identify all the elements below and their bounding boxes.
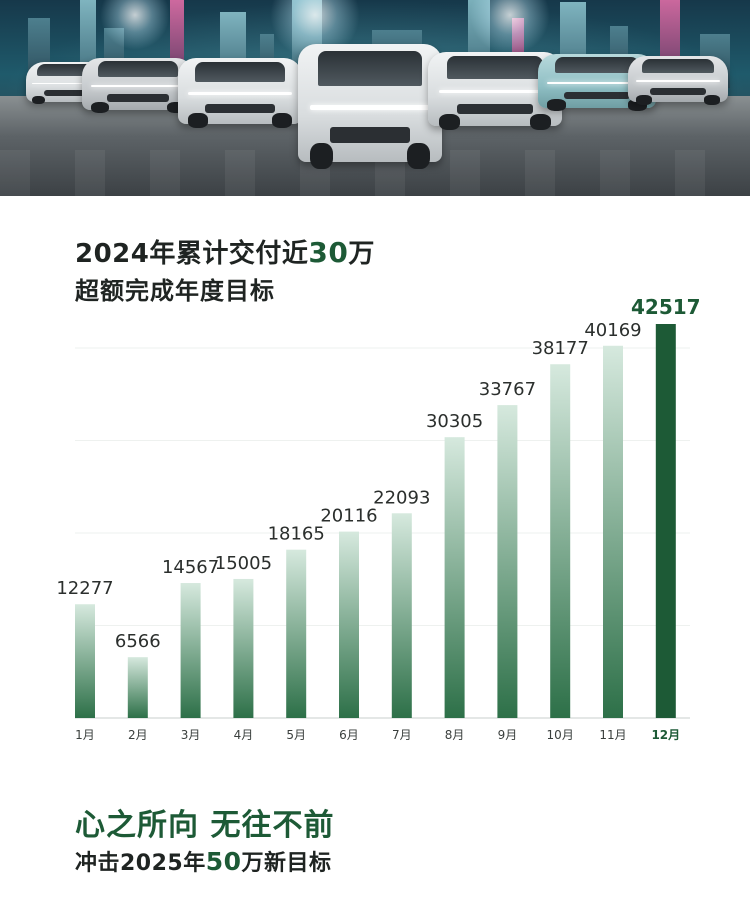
hero-banner: [0, 0, 750, 196]
x-tick-2月: 2月: [128, 728, 148, 742]
bar-10月: [550, 364, 571, 718]
data-label-11月: 40169: [584, 320, 641, 341]
car-image: [82, 58, 194, 114]
car-image: [178, 58, 302, 128]
bar-5月: [286, 549, 307, 718]
data-label-1月: 12277: [56, 578, 113, 599]
x-tick-8月: 8月: [445, 728, 465, 742]
x-tick-5月: 5月: [286, 728, 306, 742]
data-label-8月: 30305: [426, 411, 483, 432]
data-label-5月: 18165: [268, 524, 325, 545]
x-tick-7月: 7月: [392, 728, 412, 742]
data-label-4月: 15005: [215, 553, 272, 574]
x-tick-4月: 4月: [234, 728, 254, 742]
target-prefix: 冲击2025年: [75, 851, 206, 876]
headline-prefix: 2024年累计交付近: [75, 239, 309, 269]
car-image: [628, 56, 728, 105]
target-highlight-number: 50: [205, 847, 242, 876]
car-image: [298, 44, 442, 170]
headline: 2024年累计交付近30万: [75, 233, 375, 270]
x-tick-11月: 11月: [599, 728, 626, 742]
bar-1月: [75, 604, 95, 718]
bar-6月: [339, 531, 359, 718]
bar-3月: [180, 583, 201, 718]
data-label-12月: 42517: [631, 295, 701, 319]
x-tick-9月: 9月: [498, 728, 518, 742]
data-label-3月: 14567: [162, 557, 219, 578]
bar-11月: [603, 345, 623, 718]
target-suffix: 万新目标: [241, 851, 332, 876]
subheadline: 超额完成年度目标: [75, 277, 275, 305]
bar-9月: [497, 405, 518, 718]
data-label-10月: 38177: [532, 338, 589, 359]
bar-2月: [127, 657, 148, 718]
data-label-7月: 22093: [373, 487, 430, 508]
x-tick-12月: 12月: [651, 728, 680, 742]
bar-4月: [233, 578, 254, 718]
target-statement: 冲击2025年50万新目标: [75, 845, 332, 877]
x-tick-10月: 10月: [547, 728, 574, 742]
slogan: 心之所向 无往不前: [75, 808, 335, 843]
data-label-6月: 20116: [320, 506, 377, 527]
data-label-2月: 6566: [115, 631, 161, 652]
car-image: [428, 52, 562, 131]
x-tick-3月: 3月: [181, 728, 201, 742]
headline-highlight-number: 30: [308, 236, 349, 269]
x-tick-1月: 1月: [75, 728, 95, 742]
x-tick-6月: 6月: [339, 728, 359, 742]
data-label-9月: 33767: [479, 379, 536, 400]
bar-7月: [391, 513, 412, 718]
headline-suffix: 万: [348, 239, 375, 269]
bar-12月: [655, 324, 676, 718]
bar-8月: [444, 437, 465, 718]
